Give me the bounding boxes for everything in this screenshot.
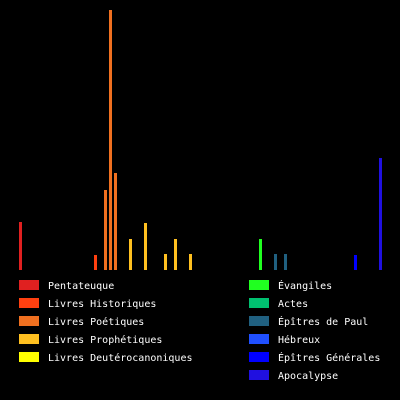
bar-13 (354, 255, 357, 270)
legend-label-4: Livres Deutérocanoniques (48, 352, 193, 364)
bar-6 (144, 223, 147, 270)
bar-9 (189, 254, 192, 270)
legend-swatch-8 (249, 334, 269, 344)
legend-label-3: Livres Prophétiques (48, 334, 162, 346)
bars-group (19, 10, 382, 270)
legend-item-4: Livres Deutérocanoniques (19, 352, 193, 364)
legend-swatch-9 (249, 352, 269, 362)
bar-4 (114, 173, 117, 270)
legend-swatch-10 (249, 370, 269, 380)
legend-item-6: Actes (249, 298, 308, 310)
legend-item-8: Hébreux (249, 334, 320, 346)
legend-swatch-0 (19, 280, 39, 290)
legend-item-2: Livres Poétiques (19, 316, 144, 328)
legend-item-10: Apocalypse (249, 370, 338, 382)
legend-label-7: Épîtres de Paul (278, 315, 368, 328)
legend-label-2: Livres Poétiques (48, 316, 144, 328)
bar-11 (274, 254, 277, 270)
legend-item-5: Évangiles (249, 279, 332, 292)
legend-item-1: Livres Historiques (19, 298, 156, 310)
legend-swatch-7 (249, 316, 269, 326)
legend-item-9: Épîtres Générales (249, 351, 380, 364)
legend: Pentateuque Livres Historiques Livres Poét… (19, 279, 380, 382)
bar-12 (284, 254, 287, 270)
legend-label-1: Livres Historiques (48, 299, 156, 310)
legend-item-0: Pentateuque (19, 280, 114, 292)
legend-label-9: Épîtres Générales (278, 351, 380, 364)
bar-8 (174, 239, 177, 270)
legend-swatch-2 (19, 316, 39, 326)
legend-swatch-1 (19, 298, 39, 308)
legend-item-3: Livres Prophétiques (19, 334, 162, 346)
legend-label-0: Pentateuque (48, 281, 114, 292)
legend-label-5: Évangiles (278, 279, 332, 292)
legend-swatch-5 (249, 280, 269, 290)
legend-swatch-6 (249, 298, 269, 308)
bar-1 (94, 255, 97, 270)
legend-label-8: Hébreux (278, 334, 320, 346)
legend-swatch-4 (19, 352, 39, 362)
bar-10 (259, 239, 262, 270)
bar-0 (19, 222, 22, 270)
bar-5 (129, 239, 132, 270)
bar-2 (104, 190, 107, 270)
bar-3 (109, 10, 112, 270)
legend-swatch-3 (19, 334, 39, 344)
bar-14 (379, 158, 382, 270)
bar-7 (164, 254, 167, 270)
legend-label-6: Actes (278, 299, 308, 310)
legend-item-7: Épîtres de Paul (249, 315, 368, 328)
legend-label-10: Apocalypse (278, 371, 338, 382)
